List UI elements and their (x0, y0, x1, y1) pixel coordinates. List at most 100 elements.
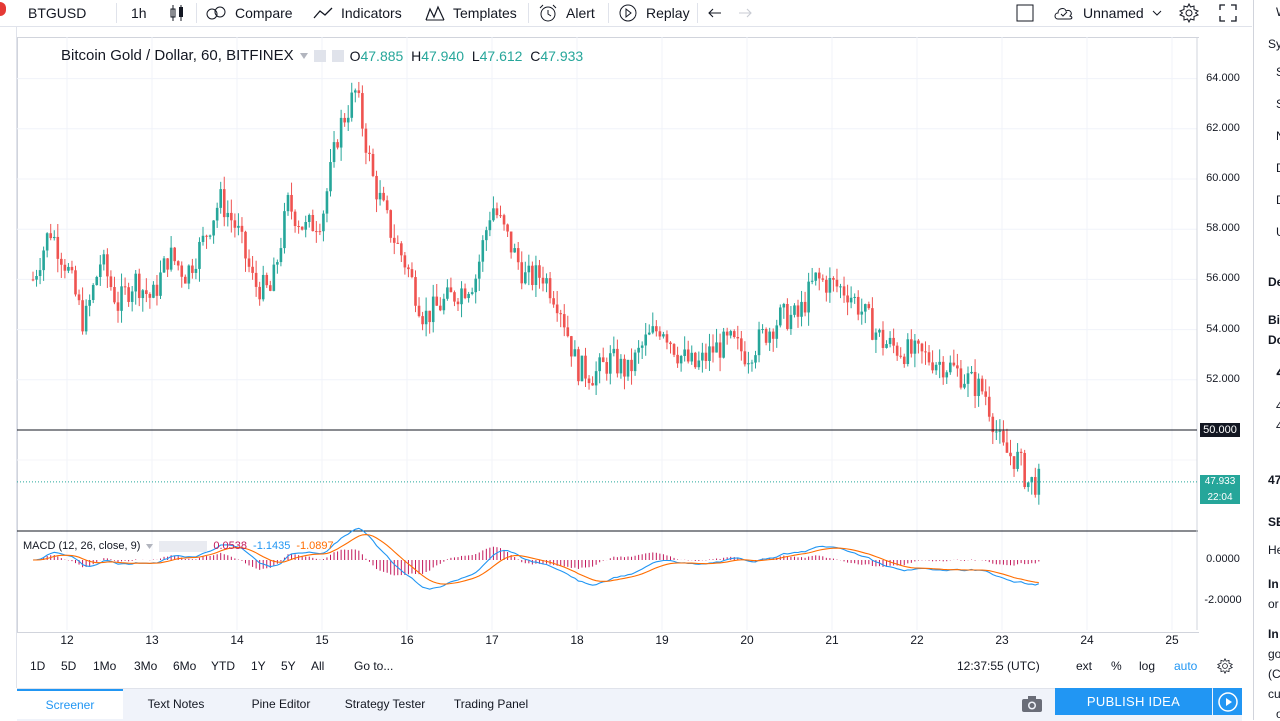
goto-button[interactable]: Go to... (354, 652, 393, 680)
tab-strategy-tester[interactable]: Strategy Tester (333, 689, 437, 719)
range-button-3mo[interactable]: 3Mo (134, 659, 158, 673)
candle-body (382, 192, 385, 201)
tab-pine-editor[interactable]: Pine Editor (229, 689, 333, 719)
date-tick-label: 21 (825, 633, 839, 647)
candle-body (743, 351, 747, 365)
auto-toggle[interactable]: auto (1174, 652, 1197, 680)
range-button-1d[interactable]: 1D (30, 659, 46, 673)
candle-body (764, 329, 768, 343)
range-button-all[interactable]: All (311, 659, 325, 673)
eye-icon[interactable] (313, 49, 326, 62)
tab-screener[interactable]: Screener (17, 689, 123, 719)
candle-body (371, 153, 375, 176)
candle-body (708, 346, 711, 362)
right-panel-text: or (1268, 597, 1279, 611)
indicator-controls[interactable] (159, 540, 208, 552)
templates-button[interactable]: Templates (425, 0, 517, 26)
candle-body (697, 360, 701, 368)
candle-body (736, 337, 740, 339)
range-button-1mo[interactable]: 1Mo (93, 659, 117, 673)
candle-body (106, 254, 109, 277)
layout-name-label: Unnamed (1083, 5, 1144, 21)
range-button-ytd[interactable]: YTD (211, 659, 235, 673)
settings-small-icon[interactable] (331, 49, 344, 62)
range-button-5y[interactable]: 5Y (281, 659, 296, 673)
chevron-down-icon (1152, 10, 1162, 16)
tab-label: Text Notes (147, 697, 205, 711)
tab-trading-panel[interactable]: Trading Panel (437, 689, 545, 719)
undo-button[interactable] (708, 0, 724, 26)
candle-body (945, 372, 949, 378)
candle-body (587, 378, 591, 384)
candle-body (460, 288, 463, 305)
candle-body (527, 265, 531, 273)
fullscreen-button[interactable] (1219, 0, 1237, 26)
right-panel-text: Do (1268, 333, 1280, 347)
fullscreen-icon (1219, 4, 1237, 22)
candle-body (35, 276, 38, 280)
candle-body (630, 359, 633, 372)
right-panel-text: SE (1268, 515, 1280, 529)
candle-body (300, 226, 304, 230)
candle-body (800, 301, 803, 317)
candle-body (608, 353, 612, 374)
candle-body (109, 276, 113, 288)
tab-label: Pine Editor (251, 697, 311, 711)
candle-body (205, 235, 208, 237)
tab-text-notes[interactable]: Text Notes (123, 689, 229, 719)
clock-time: 12:37:55 (UTC) (957, 659, 1040, 673)
candle-body (825, 279, 828, 293)
candle-body (456, 301, 460, 305)
tab-label: Trading Panel (453, 697, 529, 711)
percent-label: % (1111, 659, 1122, 673)
candle-body (222, 189, 226, 218)
candle-body (534, 265, 538, 286)
indicators-button[interactable]: Indicators (313, 0, 402, 26)
right-panel-text: (C (1268, 667, 1280, 681)
candle-body (704, 352, 708, 362)
publish-idea-button[interactable]: PUBLISH IDEA (1055, 688, 1212, 715)
snapshot-button[interactable] (1021, 695, 1043, 718)
scale-settings-button[interactable] (1217, 652, 1233, 680)
candle-body (91, 285, 95, 300)
candle-body (782, 304, 786, 308)
candle-body (240, 225, 244, 232)
chart-type-button[interactable] (169, 0, 185, 26)
candle-body (513, 248, 516, 253)
layout-button[interactable] (1016, 0, 1034, 26)
alert-button[interactable]: Alert (538, 0, 595, 26)
clock-readout[interactable]: 12:37:55 (UTC) (957, 652, 1040, 680)
candle-body (1033, 477, 1037, 495)
interval-button[interactable]: 1h (131, 0, 147, 26)
candle-body (846, 295, 849, 303)
candle-body (959, 368, 963, 388)
save-layout-button[interactable]: Unnamed (1053, 0, 1162, 26)
camera-icon (1022, 696, 1042, 712)
symbol-search[interactable]: BTGUSD (28, 0, 86, 26)
candle-body (853, 296, 856, 298)
macd-title: MACD (12, 26, close, 9) (23, 540, 141, 552)
candle-body (1009, 452, 1012, 457)
range-button-5d[interactable]: 5D (61, 659, 77, 673)
right-panel-text: go (1268, 647, 1280, 661)
candle-body (977, 378, 980, 397)
candle-body (396, 242, 400, 244)
ext-toggle[interactable]: ext (1076, 652, 1092, 680)
settings-button[interactable] (1179, 0, 1199, 26)
candle-body (1026, 482, 1030, 488)
candle-body (357, 90, 361, 94)
ohlc-values: O47.885 H47.940 L47.612 C47.933 (349, 47, 584, 64)
redo-button[interactable] (736, 0, 752, 26)
candle-body (786, 304, 789, 329)
candle-body (640, 345, 644, 348)
range-button-6mo[interactable]: 6Mo (173, 659, 197, 673)
replay-button[interactable]: Replay (618, 0, 690, 26)
right-panel-text: S (1276, 97, 1280, 111)
compare-button[interactable]: Compare (205, 0, 293, 26)
candle-body (669, 342, 672, 345)
range-button-1y[interactable]: 1Y (251, 659, 266, 673)
log-toggle[interactable]: log (1139, 652, 1155, 680)
publish-video-button[interactable] (1213, 688, 1242, 715)
percent-toggle[interactable]: % (1111, 652, 1122, 680)
candle-body (311, 215, 315, 232)
